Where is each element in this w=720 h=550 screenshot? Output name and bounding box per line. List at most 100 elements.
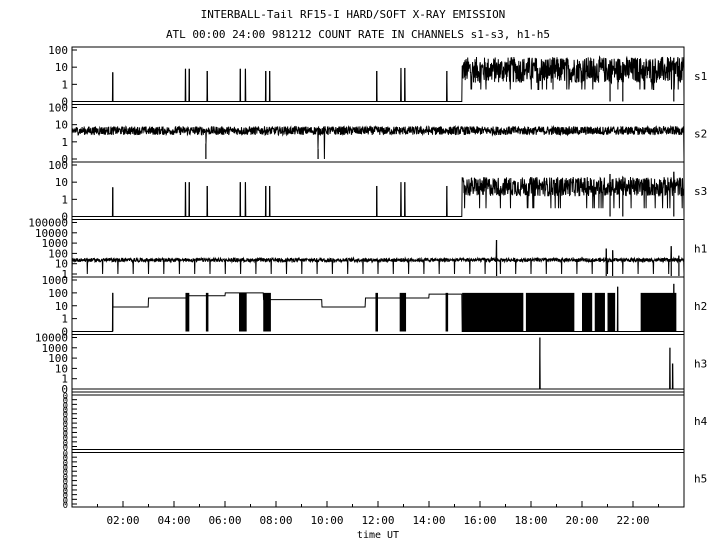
y-tick-label: 1: [61, 313, 68, 326]
chart-subtitle: ATL 00:00 24:00 981212 COUNT RATE IN CHA…: [166, 28, 550, 41]
y-tick-label: 10: [55, 176, 68, 189]
panel-frame: [71, 334, 685, 393]
panel-frame: [71, 449, 685, 508]
channel-label-s1: s1: [694, 70, 707, 83]
y-tick-label: 0: [63, 450, 68, 460]
burst-h2: [462, 292, 524, 332]
x-tick-label: 04:00: [157, 514, 190, 527]
x-tick-label: 08:00: [259, 514, 292, 527]
y-tick-label: 1: [61, 136, 68, 149]
trace-h3: [72, 337, 684, 390]
burst-h2: [185, 292, 190, 332]
burst-h2: [445, 292, 449, 332]
x-axis-label: time UT: [357, 530, 399, 541]
channel-label-h1: h1: [694, 242, 707, 255]
y-tick-label: 100000: [28, 217, 68, 230]
y-tick-label: 0: [61, 326, 68, 339]
y-tick-label: 1: [61, 268, 68, 281]
y-tick-label: 0: [63, 487, 68, 497]
y-tick-label: 10: [55, 300, 68, 313]
y-tick-label: 0: [63, 444, 68, 454]
trace-s2: [71, 124, 685, 160]
y-tick-label: 0: [63, 406, 68, 416]
y-tick-label: 0: [63, 473, 68, 483]
y-tick-label: 0: [61, 153, 68, 166]
y-tick-label: 0: [63, 392, 68, 402]
x-tick-label: 16:00: [463, 514, 496, 527]
burst-h2: [525, 292, 575, 332]
burst-h2: [582, 292, 593, 332]
x-tick-label: 02:00: [106, 514, 139, 527]
y-tick-label: 100: [48, 159, 68, 172]
channel-label-h3: h3: [694, 357, 707, 370]
burst-h2: [375, 292, 378, 332]
x-tick-label: 10:00: [310, 514, 343, 527]
y-tick-label: 10: [55, 362, 68, 375]
x-tick-label: 20:00: [565, 514, 598, 527]
channel-label-h4: h4: [694, 415, 708, 428]
y-tick-label: 0: [63, 464, 68, 474]
y-tick-label: 1: [61, 193, 68, 206]
y-tick-label: 0: [63, 492, 68, 502]
burst-h2: [640, 292, 677, 332]
y-tick-label: 1000: [42, 342, 69, 355]
channel-label-s2: s2: [694, 127, 707, 140]
burst-h2: [607, 292, 616, 332]
y-tick-label: 0: [61, 383, 68, 396]
y-tick-label: 0: [63, 411, 68, 421]
y-tick-label: 1000: [42, 274, 69, 287]
y-tick-label: 100: [48, 247, 68, 260]
y-tick-label: 0: [63, 420, 68, 430]
y-tick-label: 0: [63, 454, 68, 464]
y-tick-label: 0: [63, 482, 68, 492]
y-tick-label: 0: [63, 459, 68, 469]
y-tick-label: 0: [63, 439, 68, 449]
x-tick-label: 06:00: [208, 514, 241, 527]
y-tick-label: 100: [48, 44, 68, 57]
y-tick-label: 10000: [35, 227, 68, 240]
x-tick-label: 12:00: [361, 514, 394, 527]
y-tick-label: 1: [61, 78, 68, 91]
y-tick-label: 100: [48, 287, 68, 300]
y-tick-label: 0: [63, 478, 68, 488]
panels-group: 1001010s11001010s21001010s31000001000010…: [28, 44, 707, 511]
y-tick-label: 0: [63, 425, 68, 435]
y-tick-label: 10: [55, 258, 68, 271]
y-tick-label: 0: [63, 468, 68, 478]
y-tick-label: 0: [61, 96, 68, 109]
trace-s3: [72, 171, 685, 217]
y-tick-label: 10: [55, 119, 68, 132]
trace-s1: [72, 55, 685, 102]
burst-h2: [263, 292, 271, 332]
y-tick-label: 100: [48, 352, 68, 365]
y-tick-label: 0: [63, 434, 68, 444]
channel-label-h5: h5: [694, 472, 707, 485]
burst-h2: [399, 292, 407, 332]
burst-h2: [594, 292, 605, 332]
y-tick-label: 10000: [35, 332, 68, 345]
y-tick-label: 0: [63, 397, 68, 407]
panel-frame: [71, 391, 685, 450]
y-tick-label: 0: [63, 415, 68, 425]
channel-label-s3: s3: [694, 185, 707, 198]
y-tick-label: 0: [63, 496, 68, 506]
y-tick-label: 10: [55, 61, 68, 74]
burst-h2: [239, 292, 247, 332]
y-tick-label: 0: [63, 501, 68, 511]
x-tick-label: 14:00: [412, 514, 445, 527]
y-tick-label: 1: [61, 373, 68, 386]
y-tick-label: 0: [61, 211, 68, 224]
x-tick-label: 18:00: [514, 514, 547, 527]
channel-label-h2: h2: [694, 300, 707, 313]
y-tick-label: 0: [63, 401, 68, 411]
y-tick-label: 100: [48, 102, 68, 115]
trace-h1: [71, 239, 685, 275]
x-axis: 02:00 04:00 06:00 08:00 10:00 12:00 14:00 16:00…: [97, 501, 659, 527]
